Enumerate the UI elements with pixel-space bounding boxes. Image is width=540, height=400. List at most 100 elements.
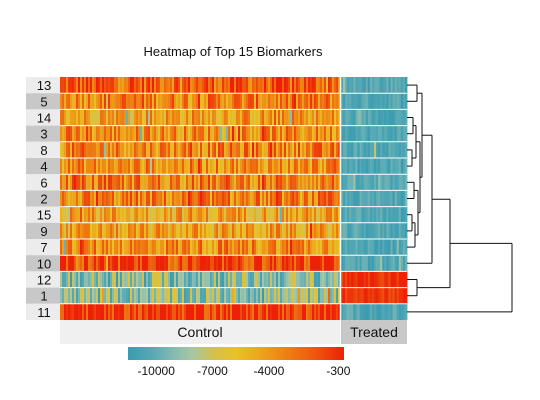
heatmap-cell-treated bbox=[365, 239, 369, 256]
heatmap-cell-control bbox=[140, 109, 143, 126]
heatmap-cell-control bbox=[62, 190, 65, 207]
heatmap-cell-control bbox=[304, 125, 307, 142]
heatmap-cell-control bbox=[92, 271, 95, 288]
heatmap-cell-treated bbox=[400, 141, 404, 158]
heatmap-cell-control bbox=[264, 93, 267, 110]
heatmap-cell-control bbox=[232, 109, 235, 126]
heatmap-cell-control bbox=[308, 190, 311, 207]
heatmap-cell-control bbox=[250, 255, 253, 272]
heatmap-cell-treated bbox=[343, 158, 346, 175]
heatmap-cell-control bbox=[192, 206, 195, 223]
heatmap-cell-control bbox=[324, 255, 327, 272]
heatmap-cell-treated bbox=[374, 190, 377, 207]
heatmap-cell-control bbox=[286, 303, 289, 320]
heatmap-cell-control bbox=[226, 255, 229, 272]
heatmap-cell-control bbox=[78, 255, 81, 272]
heatmap-cell-control bbox=[98, 190, 101, 207]
heatmap-cell-control bbox=[96, 93, 99, 110]
heatmap-cell-control bbox=[138, 125, 141, 142]
heatmap-cell-control bbox=[238, 222, 241, 239]
heatmap-cell-control bbox=[334, 174, 337, 191]
heatmap-cell-control bbox=[128, 109, 131, 126]
heatmap-cell-control bbox=[180, 109, 183, 126]
heatmap-cell-treated bbox=[345, 158, 348, 175]
heatmap-cell-control bbox=[68, 206, 71, 223]
heatmap-cell-control bbox=[102, 190, 105, 207]
heatmap-cell-control bbox=[258, 222, 261, 239]
heatmap-cell-control bbox=[270, 158, 273, 175]
heatmap-cell-control bbox=[86, 141, 89, 158]
heatmap-cell-treated bbox=[357, 158, 360, 175]
heatmap-cells bbox=[60, 77, 408, 320]
heatmap-cell-control bbox=[170, 255, 173, 272]
heatmap-cell-control bbox=[144, 303, 147, 320]
heatmap-cell-control bbox=[80, 141, 83, 158]
heatmap-cell-control bbox=[114, 93, 117, 110]
heatmap-cell-treated bbox=[367, 271, 371, 288]
heatmap-cell-control bbox=[310, 271, 313, 288]
heatmap-cell-control bbox=[234, 206, 237, 223]
heatmap-cell-control bbox=[228, 125, 231, 142]
heatmap-cell-control bbox=[300, 125, 303, 142]
heatmap-cell-control bbox=[168, 239, 171, 256]
heatmap-cell-control bbox=[236, 158, 239, 175]
heatmap-cell-control bbox=[84, 271, 87, 288]
heatmap-cell-control bbox=[256, 206, 259, 223]
heatmap-cell-control bbox=[314, 303, 317, 320]
heatmap-cell-control bbox=[114, 141, 117, 158]
heatmap-cell-control bbox=[60, 239, 63, 256]
heatmap-cell-control bbox=[158, 190, 161, 207]
heatmap-cell-control bbox=[194, 174, 197, 191]
heatmap-cell-control bbox=[182, 125, 185, 142]
heatmap-cell-control bbox=[312, 174, 315, 191]
heatmap-cell-control bbox=[212, 303, 215, 320]
heatmap-cell-control bbox=[88, 303, 91, 320]
heatmap-cell-control bbox=[62, 255, 65, 272]
heatmap-cell-control bbox=[298, 190, 301, 207]
heatmap-cell-control bbox=[282, 239, 285, 256]
heatmap-cell-control bbox=[72, 206, 75, 223]
heatmap-cell-control bbox=[106, 125, 109, 142]
heatmap-cell-control bbox=[336, 239, 339, 256]
heatmap-cell-control bbox=[126, 287, 129, 304]
heatmap-cell-control bbox=[114, 239, 117, 256]
heatmap-cell-control bbox=[156, 287, 159, 304]
heatmap-cell-control bbox=[182, 222, 185, 239]
heatmap-cell-control bbox=[236, 77, 239, 94]
heatmap-cell-control bbox=[116, 174, 119, 191]
heatmap-cell-control bbox=[104, 141, 107, 158]
heatmap-cell-control bbox=[130, 190, 133, 207]
heatmap-cell-control bbox=[326, 190, 329, 207]
heatmap-cell-treated bbox=[402, 222, 406, 239]
heatmap-cell-control bbox=[194, 255, 197, 272]
heatmap-cell-treated bbox=[365, 303, 369, 320]
heatmap-cell-control bbox=[290, 174, 293, 191]
heatmap-cell-control bbox=[246, 141, 249, 158]
heatmap-cell-control bbox=[334, 109, 337, 126]
heatmap-cell-treated bbox=[353, 158, 356, 175]
heatmap-cell-control bbox=[326, 158, 329, 175]
heatmap-cell-treated bbox=[347, 206, 350, 223]
heatmap-cell-control bbox=[142, 125, 145, 142]
row-label: 11 bbox=[37, 305, 51, 320]
heatmap-cell-control bbox=[136, 174, 139, 191]
heatmap-cell-control bbox=[236, 109, 239, 126]
heatmap-cell-control bbox=[280, 255, 283, 272]
heatmap-cell-treated bbox=[343, 190, 346, 207]
heatmap-cell-control bbox=[80, 287, 83, 304]
heatmap-cell-control bbox=[86, 93, 89, 110]
heatmap-cell-control bbox=[206, 125, 209, 142]
heatmap-cell-control bbox=[102, 158, 105, 175]
heatmap-cell-treated bbox=[378, 190, 381, 207]
heatmap-cell-control bbox=[318, 303, 321, 320]
heatmap-cell-control bbox=[286, 271, 289, 288]
heatmap-cell-treated bbox=[359, 141, 363, 158]
heatmap-cell-control bbox=[68, 125, 71, 142]
heatmap-cell-control bbox=[318, 125, 321, 142]
heatmap-cell-control bbox=[74, 77, 77, 94]
heatmap-cell-control bbox=[66, 239, 69, 256]
heatmap-cell-control bbox=[238, 158, 241, 175]
row-label: 15 bbox=[37, 208, 51, 223]
heatmap-cell-control bbox=[146, 190, 149, 207]
heatmap-cell-control bbox=[126, 158, 129, 175]
